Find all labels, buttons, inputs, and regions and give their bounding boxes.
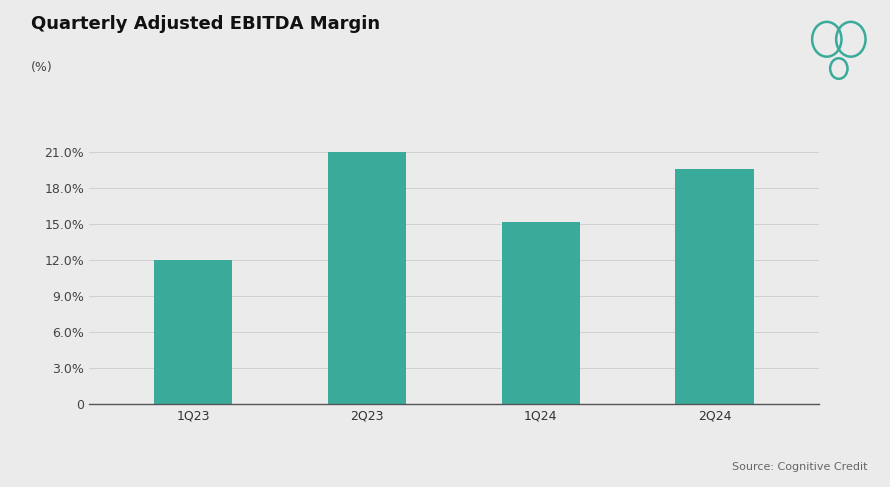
Bar bbox=[328, 152, 406, 404]
Bar bbox=[154, 260, 232, 404]
Text: Source: Cognitive Credit: Source: Cognitive Credit bbox=[732, 462, 868, 472]
Text: Quarterly Adjusted EBITDA Margin: Quarterly Adjusted EBITDA Margin bbox=[31, 15, 380, 33]
Text: (%): (%) bbox=[31, 61, 53, 74]
Bar bbox=[502, 222, 580, 404]
Bar bbox=[676, 169, 754, 404]
